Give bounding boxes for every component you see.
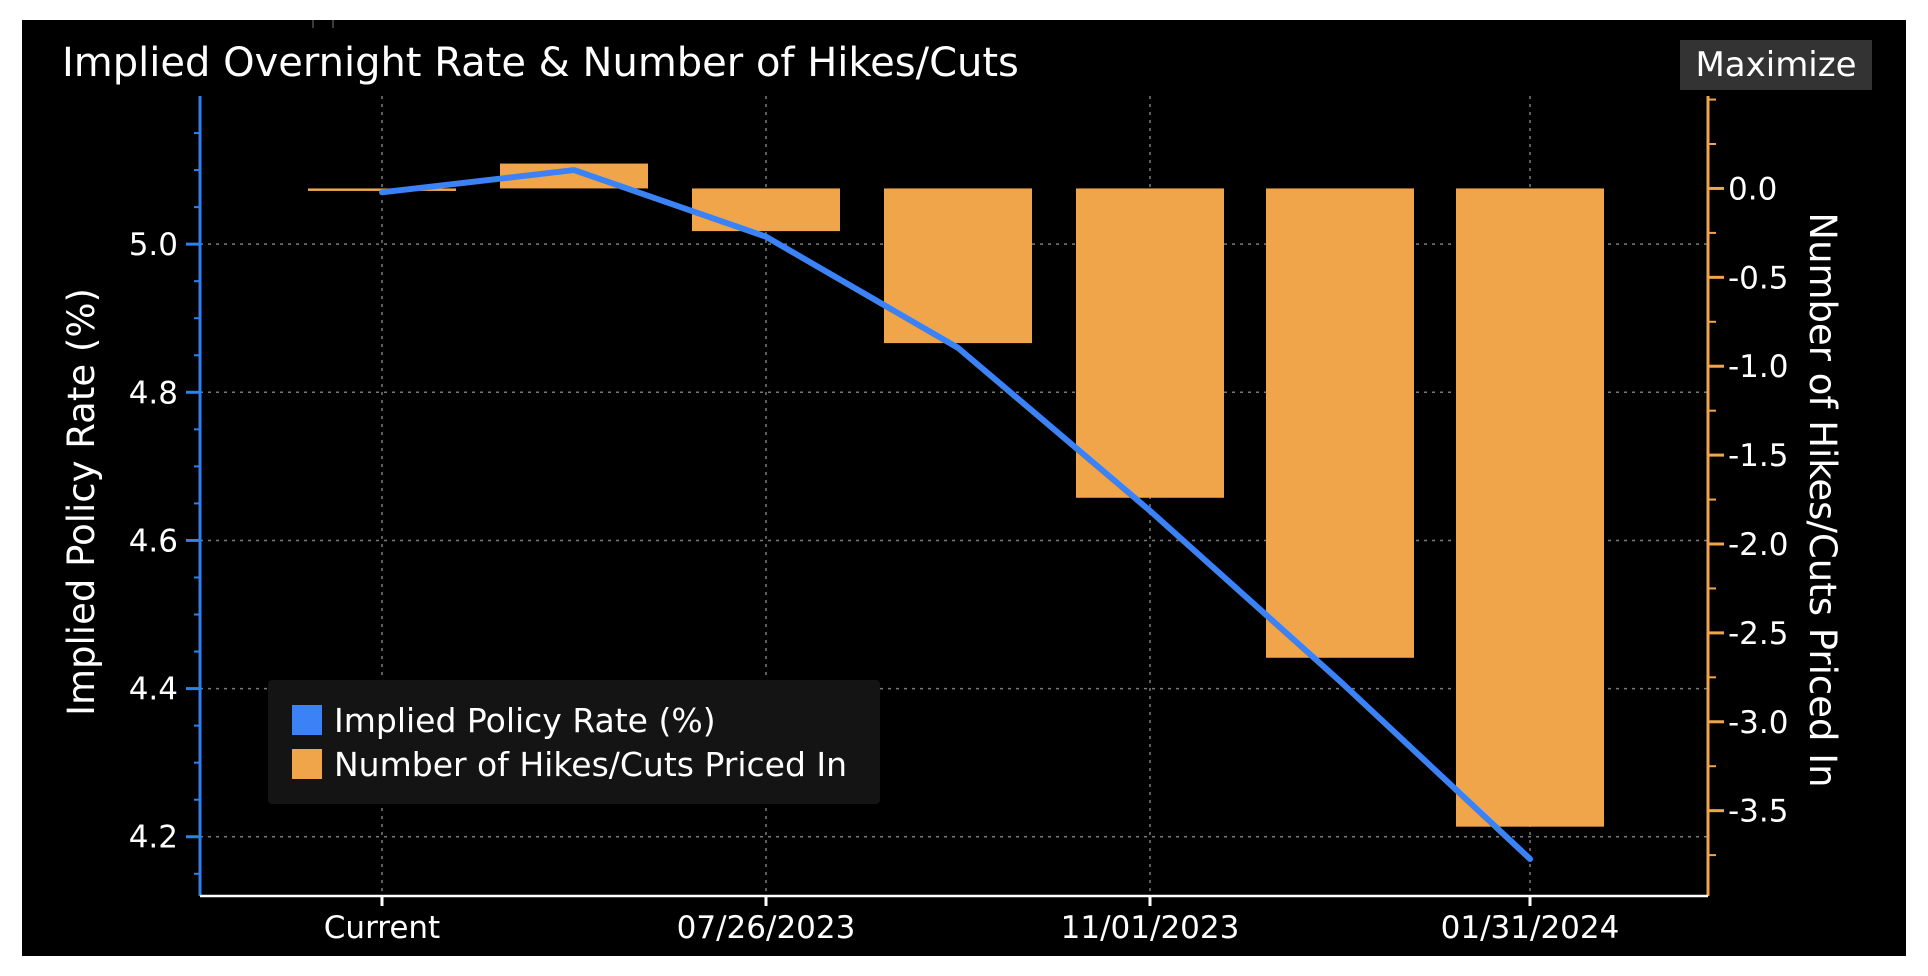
x-tick-label: Current	[324, 910, 440, 946]
maximize-button[interactable]: Maximize	[1680, 40, 1872, 90]
y-right-tick-label: -1.0	[1728, 349, 1789, 385]
y-right-axis-label: Number of Hikes/Cuts Priced In	[1801, 212, 1844, 787]
bar-6	[1456, 188, 1604, 827]
y-left-tick-label: 5.0	[129, 227, 178, 263]
chart-title: Implied Overnight Rate & Number of Hikes…	[62, 40, 1019, 86]
y-left-tick-label: 4.2	[129, 820, 178, 856]
x-tick-label: 01/31/2024	[1441, 910, 1620, 946]
y-right-tick-label: -3.0	[1728, 705, 1789, 741]
legend: Implied Policy Rate (%) Number of Hikes/…	[268, 680, 880, 804]
legend-label-hikes: Number of Hikes/Cuts Priced In	[334, 744, 848, 784]
y-right-tick-label: -1.5	[1728, 438, 1789, 474]
legend-label-rate: Implied Policy Rate (%)	[334, 700, 716, 740]
y-right-tick-label: -0.5	[1728, 260, 1789, 296]
y-right-tick-label: -2.0	[1728, 527, 1789, 563]
bar-2	[692, 188, 840, 232]
line-series	[379, 167, 1533, 862]
legend-swatch-hikes	[292, 749, 322, 779]
y-left-tick-label: 4.6	[129, 523, 178, 559]
tab-separator	[312, 20, 314, 28]
y-right-tick-label: -2.5	[1728, 616, 1789, 652]
y-right-tick-label: -3.5	[1728, 794, 1789, 830]
y-left-axis-label: Implied Policy Rate (%)	[60, 288, 103, 716]
y-left-tick-label: 4.8	[129, 375, 178, 411]
legend-item-hikes: Number of Hikes/Cuts Priced In	[292, 744, 847, 784]
axes: 4.2 4.4 4.6 4.8 5.0 0.0 -0.5 -1.0 -1.5 -2.0 -2.5 -3…	[129, 96, 1789, 946]
x-tick-label: 07/26/2023	[677, 910, 856, 946]
legend-item-rate: Implied Policy Rate (%)	[292, 700, 716, 740]
x-tick-label: 11/01/2023	[1061, 910, 1240, 946]
bar-5	[1266, 188, 1414, 658]
bars-series	[308, 163, 1604, 827]
legend-swatch-rate	[292, 705, 322, 735]
y-left-tick-label: 4.4	[129, 672, 178, 708]
tab-strip	[22, 20, 1906, 28]
tab-separator	[332, 20, 334, 28]
bar-4	[1076, 188, 1224, 498]
line-implied-policy-rate	[379, 167, 1533, 862]
y-right-tick-label: 0.0	[1728, 171, 1777, 207]
